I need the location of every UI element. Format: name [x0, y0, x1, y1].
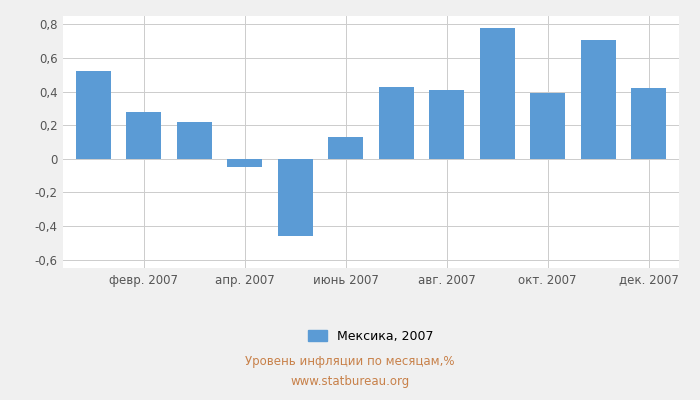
Bar [328, 137, 363, 159]
Bar [429, 90, 464, 159]
Bar [480, 28, 515, 159]
Bar [530, 93, 566, 159]
Bar [580, 40, 616, 159]
Bar [379, 86, 414, 159]
Legend: Мексика, 2007: Мексика, 2007 [309, 330, 433, 343]
Bar [631, 88, 666, 159]
Text: www.statbureau.org: www.statbureau.org [290, 376, 410, 388]
Bar [278, 159, 313, 236]
Bar [227, 159, 262, 167]
Bar [126, 112, 162, 159]
Bar [76, 72, 111, 159]
Text: Уровень инфляции по месяцам,%: Уровень инфляции по месяцам,% [245, 356, 455, 368]
Bar [176, 122, 212, 159]
